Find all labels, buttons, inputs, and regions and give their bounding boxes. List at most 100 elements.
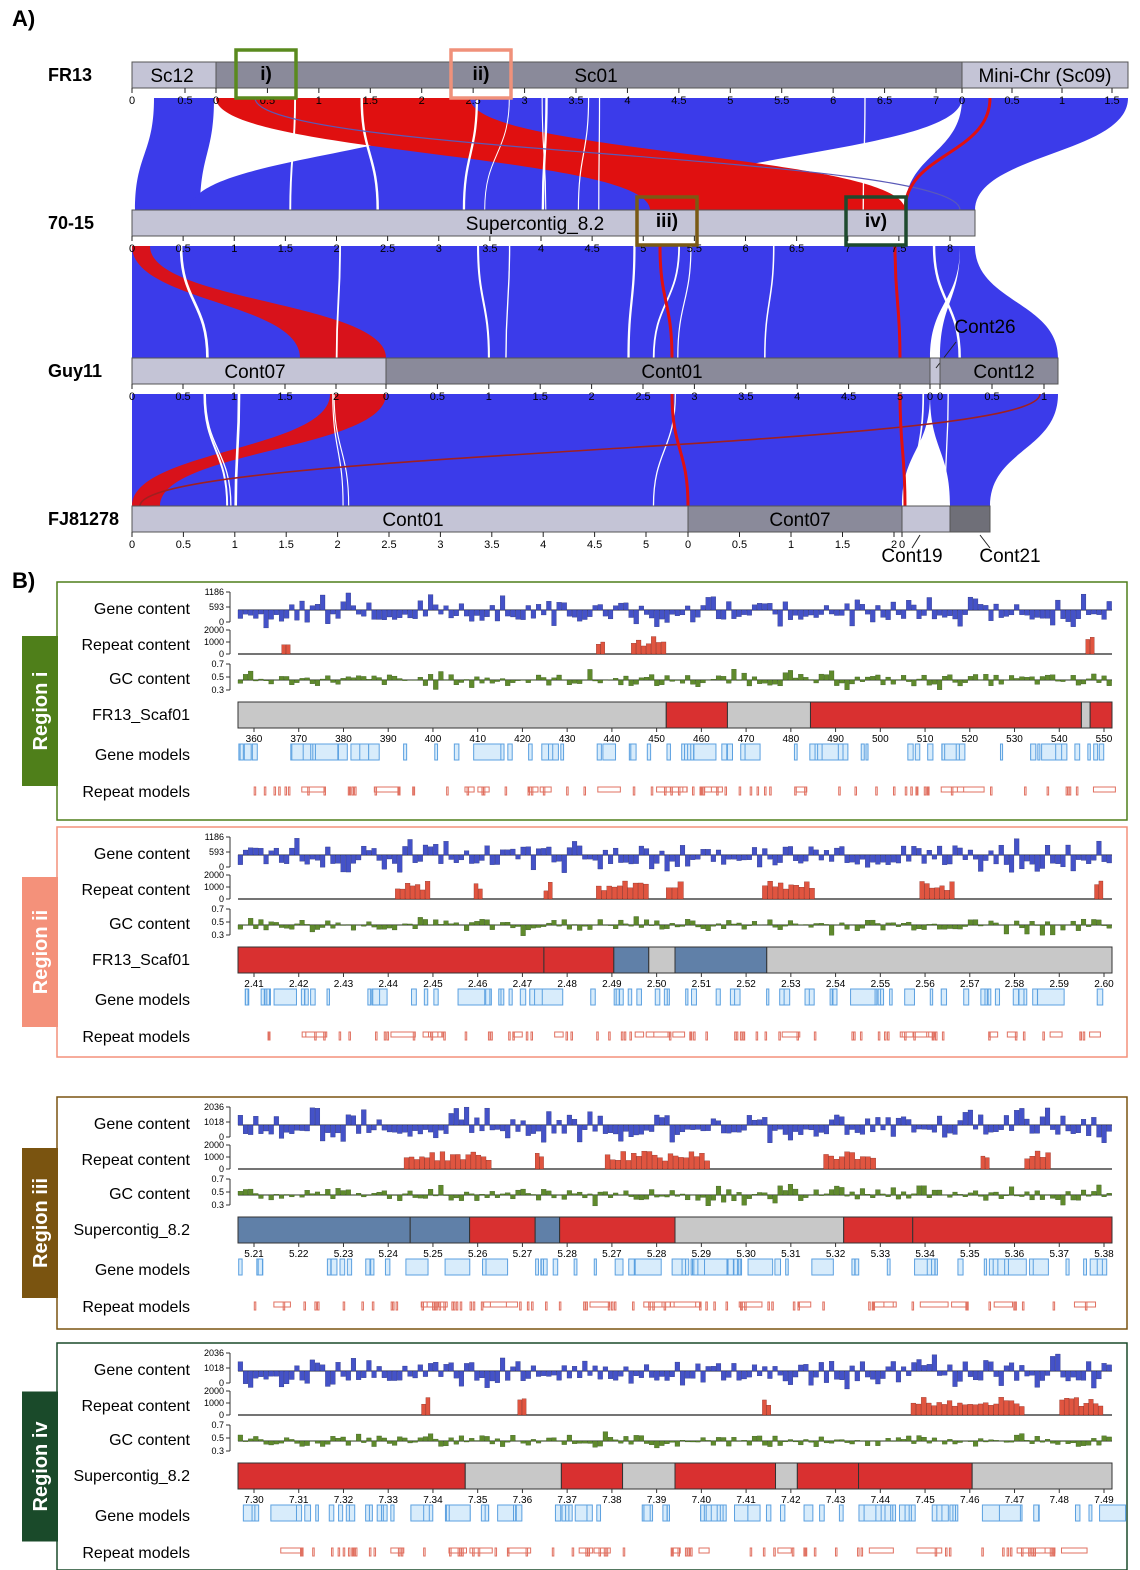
scaffold-block xyxy=(237,946,545,974)
tick-label: 7 xyxy=(933,95,939,107)
scaffold-tick-label: 5.36 xyxy=(1005,1249,1025,1260)
tick-label: 1 xyxy=(231,391,237,403)
ribbon-minichr xyxy=(905,98,1128,210)
scaffold-block xyxy=(971,1462,1113,1490)
tick-label: 3.5 xyxy=(484,539,499,551)
tick-label: 1.5 xyxy=(835,539,850,551)
contig-label: Sc12 xyxy=(150,66,193,87)
region-box-label: iv) xyxy=(865,211,887,232)
contig-label: Cont21 xyxy=(979,546,1040,567)
scaffold-tick-label: 360 xyxy=(246,734,263,745)
axis-tick-label: 0.7 xyxy=(211,659,224,669)
contig-bar xyxy=(929,357,941,385)
contig-label: Cont12 xyxy=(973,362,1034,383)
ribbon-cont01-fj xyxy=(386,394,930,506)
scaffold-block xyxy=(237,1462,466,1490)
contig-bar xyxy=(131,61,217,89)
region-side-tab xyxy=(22,636,58,786)
panel-b-label: B) xyxy=(12,568,35,593)
scaffold-tick-label: 470 xyxy=(738,734,755,745)
tick-label: 0 xyxy=(213,95,219,107)
axis-tick-label: 0.3 xyxy=(211,685,224,695)
ribbon-fj-inverted xyxy=(132,394,386,506)
scaffold-tick-label: 2.42 xyxy=(289,979,309,990)
scaffold-tick-label: 5.35 xyxy=(960,1249,980,1260)
tick-label: 1 xyxy=(486,391,492,403)
tick-label: 6 xyxy=(742,243,748,255)
scaffold-block xyxy=(237,1216,411,1244)
scaffold-tick-label: 380 xyxy=(335,734,352,745)
scaffold-tick-label: 2.54 xyxy=(826,979,846,990)
scaffold-block xyxy=(1089,701,1113,729)
tick-label: 0.5 xyxy=(175,243,190,255)
region-side-tab xyxy=(22,1391,58,1542)
strain-name: 70-15 xyxy=(48,213,94,233)
axis-tick-label: 0 xyxy=(219,894,224,904)
scaffold-block xyxy=(237,701,667,729)
scaffold-tick-label: 2.51 xyxy=(692,979,712,990)
row-label-gene: Gene content xyxy=(94,601,191,618)
tick-label: 3.5 xyxy=(568,95,583,107)
tick-label: 0 xyxy=(685,539,691,551)
scaffold-block xyxy=(766,946,1113,974)
tick-label: 0 xyxy=(383,391,389,403)
scaffold-block xyxy=(464,1462,562,1490)
scaffold-tick-label: 7.31 xyxy=(289,1495,309,1506)
scaffold-tick-label: 7.48 xyxy=(1050,1495,1070,1506)
scaffold-tick-label: 5.37 xyxy=(1050,1249,1070,1260)
contig-label: Cont07 xyxy=(224,362,285,383)
scaffold-name: FR13_Scaf01 xyxy=(92,952,190,969)
scaffold-block xyxy=(665,701,728,729)
scaffold-tick-label: 2.50 xyxy=(647,979,667,990)
tick-label: 5.5 xyxy=(774,95,789,107)
scaffold-tick-label: 2.43 xyxy=(334,979,354,990)
scaffold-tick-label: 5.31 xyxy=(781,1249,801,1260)
panel-a: A) FR13 Sc12 0 0.5 Sc01 0 0.5 1 1.5 2 2.5 3 3.5 4 4.5 5… xyxy=(12,6,1129,567)
tick-label: 7 xyxy=(845,243,851,255)
contig-label: Sc01 xyxy=(574,66,617,87)
tick-label: 3 xyxy=(436,243,442,255)
scaffold-tick-label: 7.37 xyxy=(557,1495,577,1506)
axis-tick-label: 0.5 xyxy=(211,672,224,682)
axis-tick-label: 0.5 xyxy=(211,1433,224,1443)
scaffold-block xyxy=(559,1216,676,1244)
scaffold-block xyxy=(622,1462,676,1490)
scaffold-block xyxy=(912,1216,1113,1244)
tick-label: 0.5 xyxy=(1004,95,1019,107)
row-label-gc: GC content xyxy=(109,916,190,933)
scaffold-tick-label: 420 xyxy=(514,734,531,745)
panel-b: B) Region i Gene content Repeat content GC … xyxy=(12,568,1128,1570)
tick-label: 2 xyxy=(891,539,897,551)
scaffold-tick-label: 7.34 xyxy=(423,1495,443,1506)
region-panel-1: Region i Gene content Repeat content GC con… xyxy=(22,581,1128,821)
scaffold-tick-label: 7.45 xyxy=(915,1495,935,1506)
scaffold-tick-label: 7.33 xyxy=(378,1495,398,1506)
scaffold-block xyxy=(726,701,811,729)
scaffold-block xyxy=(843,1216,914,1244)
scaffold-tick-label: 5.26 xyxy=(468,1249,488,1260)
region-frame xyxy=(56,581,1128,821)
tick-label: 4 xyxy=(794,391,800,403)
contig-bar xyxy=(385,357,931,385)
scaffold-tick-label: 5.27 xyxy=(602,1249,622,1260)
axis-tick-label: 2036 xyxy=(204,1348,224,1358)
scaffold-tick-label: 510 xyxy=(917,734,934,745)
scaffold-tick-label: 400 xyxy=(425,734,442,745)
scaffold-tick-label: 2.60 xyxy=(1094,979,1114,990)
tick-label: 4.5 xyxy=(584,243,599,255)
contig-mini-chr-sc09-: Mini-Chr (Sc09) 0 0.5 1 1.5 xyxy=(959,61,1129,107)
scaffold-block xyxy=(534,1216,561,1244)
strain-row-fj81278: FJ81278 Cont01 0 0.5 1 1.5 2 2.5 3 3.5 4 4.5 5 Cont07… xyxy=(48,505,1041,567)
contig-label: Cont01 xyxy=(641,362,702,383)
tick-label: 0 xyxy=(129,539,135,551)
scaffold-block xyxy=(560,1462,624,1490)
contig-sc12: Sc12 0 0.5 xyxy=(129,61,217,107)
tick-label: 5 xyxy=(897,391,903,403)
scaffold-tick-label: 2.41 xyxy=(244,979,264,990)
scaffold-block xyxy=(648,946,676,974)
region-frame xyxy=(56,1342,1128,1570)
scaffold-name: Supercontig_8.2 xyxy=(73,1222,190,1239)
region-side-tab xyxy=(22,1148,58,1298)
tick-label: 0 xyxy=(959,95,965,107)
